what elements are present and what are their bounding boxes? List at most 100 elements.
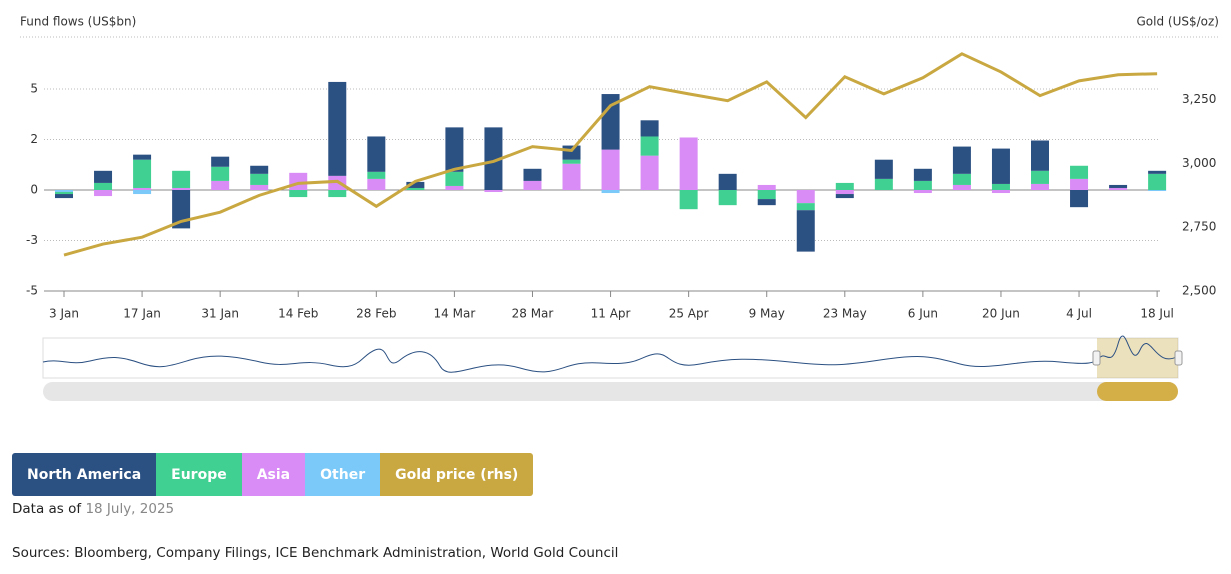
bar (55, 192, 73, 195)
bar (835, 182, 854, 190)
bar (445, 171, 464, 186)
bar (562, 145, 581, 160)
note-prefix: Data as of (12, 501, 82, 517)
navigator-series-selected (1096, 335, 1179, 363)
bar (1031, 183, 1049, 190)
x-tick-label: 17 Jan (123, 307, 161, 321)
bar (718, 190, 737, 206)
bar (952, 173, 971, 185)
bar (133, 190, 152, 195)
scrollbar-thumb[interactable] (1097, 382, 1178, 401)
legend-item[interactable]: Europe (156, 453, 242, 496)
navigator-handle[interactable] (1174, 350, 1183, 366)
bar (835, 190, 854, 195)
bar (562, 159, 581, 164)
bar (133, 154, 152, 160)
bar (250, 165, 269, 174)
bar (94, 170, 113, 183)
bar (94, 190, 113, 197)
bar (328, 81, 347, 176)
legend-item[interactable]: North America (12, 453, 157, 496)
bar (640, 120, 659, 137)
bar (874, 159, 893, 179)
navigator-selection[interactable] (1097, 338, 1178, 378)
bar (991, 190, 1010, 194)
bar (445, 127, 464, 172)
bar (55, 194, 73, 199)
bar (1031, 140, 1049, 171)
source: Sources: Bloomberg, Company Filings, ICE… (12, 545, 619, 561)
x-tick-label: 9 May (749, 307, 785, 321)
x-tick-label: 14 Feb (278, 307, 318, 321)
bar (952, 146, 971, 174)
bar (250, 184, 269, 190)
bar (640, 136, 659, 156)
bar (835, 194, 854, 199)
bar (913, 168, 932, 181)
bar (952, 184, 971, 190)
chart: Fund flows (US$bn) Gold (US$/oz) -5-3025… (20, 15, 1219, 401)
bar (757, 199, 776, 206)
navigator-series (42, 348, 1098, 373)
bar (796, 203, 815, 211)
legend: North America Europe Asia Other Gold price (… (12, 453, 534, 496)
bar (172, 187, 191, 190)
bar (991, 183, 1010, 190)
x-tick-label: 14 Mar (434, 307, 476, 321)
navigator-handle[interactable] (1092, 350, 1101, 366)
bar (679, 190, 698, 210)
legend-item[interactable]: Other (305, 453, 381, 496)
bar (211, 156, 230, 167)
bar (874, 178, 893, 190)
y-tick-label: 2 (30, 132, 38, 146)
bar (601, 190, 620, 194)
bar (796, 190, 815, 204)
bar (367, 178, 386, 190)
y-tick-label: -3 (26, 233, 38, 247)
bar (289, 172, 308, 190)
y-tick-label: 0 (30, 183, 38, 197)
bar (1070, 165, 1089, 179)
y-axis-title: Fund flows (US$bn) (20, 15, 136, 29)
bar (640, 155, 659, 190)
x-tick-label: 28 Mar (512, 307, 554, 321)
bar (94, 182, 113, 190)
bar (913, 180, 932, 190)
y2-tick-label: 3,250 (1182, 92, 1216, 106)
bar (562, 163, 581, 190)
y2-tick-label: 2,750 (1182, 220, 1216, 234)
x-tick-label: 18 Jul (1140, 307, 1174, 321)
x-tick-label: 25 Apr (669, 307, 709, 321)
bar (484, 190, 503, 193)
bar (367, 136, 386, 172)
bar (1148, 190, 1167, 192)
bar (367, 171, 386, 179)
x-tick-label: 3 Jan (49, 307, 79, 321)
bar (796, 210, 815, 252)
bar (757, 184, 776, 190)
bar (172, 170, 191, 188)
navigator[interactable] (42, 337, 1179, 379)
bar (913, 190, 932, 194)
bar (55, 190, 73, 193)
legend-item[interactable]: Gold price (rhs) (380, 453, 534, 496)
bar (757, 190, 776, 200)
legend-item[interactable]: Asia (241, 453, 306, 496)
x-tick-label: 6 Jun (908, 307, 938, 321)
y-tick-label: 5 (30, 82, 38, 96)
bar (1070, 190, 1089, 208)
bar (484, 127, 503, 190)
x-tick-label: 20 Jun (982, 307, 1020, 321)
bar (328, 190, 347, 198)
bar (601, 94, 620, 150)
x-tick-label: 11 Apr (591, 307, 631, 321)
bar (601, 149, 620, 190)
bar (250, 173, 269, 185)
scrollbar[interactable] (43, 382, 1178, 401)
bar (523, 180, 542, 190)
bar (1148, 173, 1167, 190)
bar (523, 168, 542, 181)
bar (1070, 178, 1089, 190)
bar (679, 137, 698, 190)
